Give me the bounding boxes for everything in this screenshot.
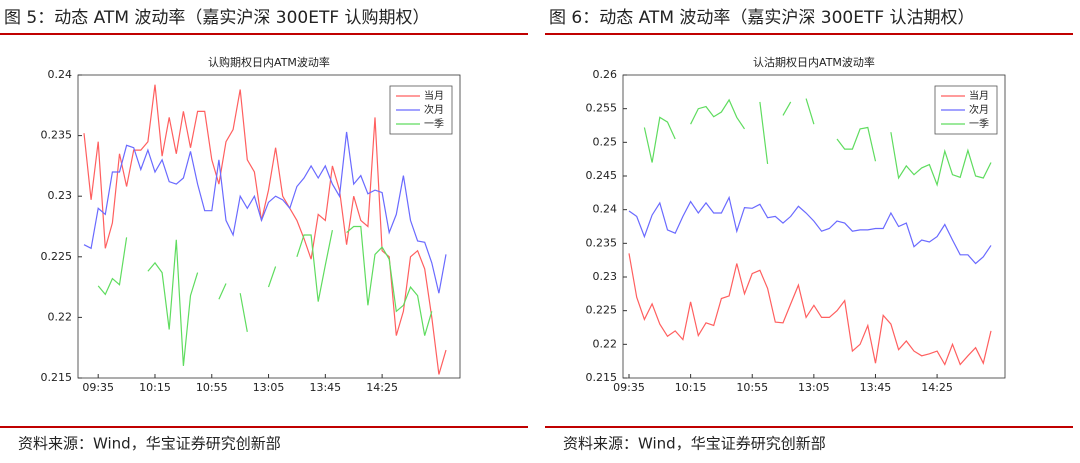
legend-label: 当月 — [424, 89, 444, 102]
x-tick-label: 14:25 — [921, 381, 953, 394]
series-line — [628, 253, 992, 366]
y-tick-label: 0.24 — [593, 203, 618, 216]
y-tick-label: 0.245 — [586, 169, 618, 182]
y-tick-label: 0.235 — [586, 236, 618, 249]
x-tick-label: 13:05 — [798, 381, 830, 394]
figure-caption: 图 6：动态 ATM 波动率（嘉实沪深 300ETF 认沽期权） — [549, 8, 975, 28]
source-note: 资料来源：Wind，华宝证券研究创新部 — [563, 435, 826, 453]
y-tick-label: 0.23 — [48, 189, 73, 202]
x-tick-label: 13:45 — [309, 381, 341, 394]
x-tick-label: 09:35 — [82, 381, 114, 394]
chart-title: 认购期权日内ATM波动率 — [208, 55, 330, 69]
figure-caption: 图 5：动态 ATM 波动率（嘉实沪深 300ETF 认购期权） — [4, 8, 430, 28]
legend-label: 当月 — [969, 89, 989, 102]
x-tick-label: 10:55 — [196, 381, 228, 394]
y-tick-label: 0.215 — [41, 371, 73, 384]
y-tick-label: 0.22 — [593, 337, 618, 350]
legend-label: 一季 — [969, 118, 989, 130]
chart-title: 认沽期权日内ATM波动率 — [753, 55, 875, 69]
x-tick-label: 14:25 — [366, 381, 398, 394]
x-tick-label: 10:55 — [736, 381, 768, 394]
series-line — [83, 131, 447, 294]
y-tick-label: 0.215 — [586, 371, 618, 384]
y-tick-label: 0.225 — [586, 304, 618, 317]
series-line — [628, 195, 992, 265]
series-line — [643, 98, 992, 187]
series-line — [97, 225, 433, 366]
y-tick-label: 0.23 — [593, 270, 618, 283]
y-tick-label: 0.24 — [48, 68, 73, 81]
legend-label: 次月 — [424, 103, 444, 116]
legend-label: 次月 — [969, 103, 989, 116]
source-note: 资料来源：Wind，华宝证券研究创新部 — [18, 435, 281, 453]
y-tick-label: 0.225 — [41, 250, 73, 263]
x-tick-label: 13:45 — [860, 381, 892, 394]
legend-label: 一季 — [424, 118, 444, 130]
y-tick-label: 0.26 — [593, 68, 618, 81]
x-tick-label: 13:05 — [253, 381, 285, 394]
y-tick-label: 0.22 — [48, 310, 73, 323]
y-tick-label: 0.25 — [593, 135, 618, 148]
x-tick-label: 10:15 — [675, 381, 707, 394]
y-tick-label: 0.235 — [41, 129, 73, 142]
x-tick-label: 09:35 — [613, 381, 645, 394]
y-tick-label: 0.255 — [586, 102, 618, 115]
x-tick-label: 10:15 — [139, 381, 171, 394]
